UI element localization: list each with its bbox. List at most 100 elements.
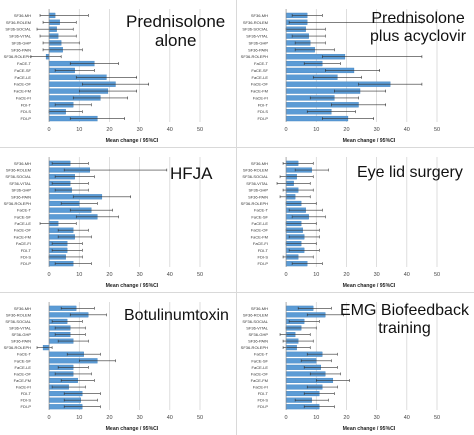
chart-panel-4: 0 10 20 30 40 50 Mean change / 95%CI SF36-MH SF3… [237,148,474,292]
x-axis-label: Mean change / 95%CI [106,283,159,289]
chart-title: Eye lid surgery [357,164,463,182]
y-category-label: SF36-VITAL [246,325,268,330]
y-category-label: SF36-GHP [248,332,268,337]
y-category-label: SF36-MH [251,306,268,311]
chart-title: Prednisolone plus acyclovir [370,10,466,46]
x-tick-label: 20 [343,127,349,133]
x-tick-label: 20 [106,272,112,278]
y-category-label: FaCE-OF [251,82,269,87]
x-tick-label: 50 [434,415,440,421]
y-category-label: FaCE-FI [16,241,31,246]
x-tick-label: 20 [343,415,349,421]
x-tick-label: 30 [137,415,143,421]
y-category-label: FaCE-FI [253,241,268,246]
chart-title-line: HFJA [170,164,213,183]
y-category-label: FDI-P [21,404,32,409]
y-category-label: SF36-MH [14,13,31,18]
y-category-label: FaCE-OF [14,371,32,376]
y-category-label: SF36-GHP [248,40,268,45]
y-category-label: FaCE-FI [253,385,268,390]
x-tick-label: 40 [167,127,173,133]
x-tick-label: 50 [197,415,203,421]
y-category-label: SF36-GHP [248,188,268,193]
y-category-label: FDI-T [21,102,32,107]
y-category-label: SF36-MH [14,306,31,311]
x-tick-label: 20 [106,415,112,421]
y-category-label: SF36-ROLEM [243,20,268,25]
y-category-label: FDI-T [258,248,269,253]
y-category-label: SF36-VITAL [9,325,31,330]
y-category-label: SF36-GHP [11,40,31,45]
y-category-label: FDI-S [21,398,32,403]
x-tick-label: 40 [404,272,410,278]
y-category-label: SF36-ROLEPH [4,345,31,350]
y-category-label: FaCE-LE [15,75,32,80]
y-category-label: FaCE-T [254,61,269,66]
chart-title-line: plus acyclovir [370,27,467,45]
y-category-label: SF36-ROLEPH [241,345,268,350]
x-tick-label: 10 [313,272,319,278]
chart-panel-5: 0 10 20 30 40 50 Mean change / 95%CI SF36-MH SF3… [0,293,236,435]
x-tick-label: 10 [76,272,82,278]
x-tick-label: 50 [434,272,440,278]
y-category-label: FaCE-LE [252,75,269,80]
y-category-label: FaCE-FI [16,385,31,390]
y-category-label: SF36-VITAL [246,34,268,39]
y-category-label: SF36-ROLEM [243,168,268,173]
y-category-label: SF36-PAIN [11,194,31,199]
y-category-label: SF36-MH [251,161,268,166]
x-tick-label: 10 [313,127,319,133]
x-tick-label: 50 [197,272,203,278]
chart-panel-1: 0 10 20 30 40 50 Mean change / 95%CI SF36-MH SF3… [0,0,236,147]
y-category-label: FaCE-T [254,352,269,357]
y-category-label: FaCE-LE [15,221,32,226]
y-category-label: SF36-PAIN [248,47,268,52]
y-category-label: SF36-SOCIAL [5,319,31,324]
y-category-label: FaCE-OF [14,82,32,87]
y-category-label: SF36-ROLEM [6,20,31,25]
y-category-label: FaCE-FM [251,234,268,239]
vertical-divider [236,0,237,435]
x-tick-label: 40 [167,415,173,421]
y-category-label: SF36-SOCIAL [242,319,268,324]
x-tick-label: 10 [76,127,82,133]
chart-title-line: Botulinumtoxin [124,307,229,324]
y-category-label: FaCE-OF [251,371,269,376]
y-category-label: FaCE-LE [252,221,269,226]
y-category-label: FDI-P [258,404,269,409]
x-tick-label: 40 [404,415,410,421]
y-category-label: SF36-ROLEM [6,168,31,173]
y-category-label: SF36-PAIN [11,47,31,52]
y-category-label: SF36-SOCIAL [242,27,268,32]
y-category-label: SF36-MH [251,13,268,18]
y-category-label: FDI-S [21,109,32,114]
x-tick-label: 0 [285,272,288,278]
y-category-label: SF36-GHP [11,188,31,193]
y-category-label: FaCE-SF [14,358,31,363]
y-category-label: FDI-T [258,102,269,107]
chart-title-line: Eye lid surgery [357,164,463,181]
x-tick-label: 40 [404,127,410,133]
y-category-label: FaCE-T [254,208,269,213]
y-category-label: SF36-SOCIAL [5,174,31,179]
chart-title-line: Prednisolone [371,10,465,27]
x-tick-label: 40 [167,272,173,278]
y-category-label: FDI-P [21,261,32,266]
y-category-label: FDI-P [258,261,269,266]
x-tick-label: 30 [137,272,143,278]
y-category-label: SF36-VITAL [9,181,31,186]
y-category-label: FaCE-FM [251,89,268,94]
x-tick-label: 50 [197,127,203,133]
y-category-label: SF36-PAIN [248,339,268,344]
y-category-label: SF36-GHP [11,332,31,337]
y-category-label: SF36-PAIN [11,339,31,344]
x-tick-label: 0 [48,272,51,278]
x-axis-label: Mean change / 95%CI [106,138,159,144]
x-tick-label: 0 [48,415,51,421]
x-tick-label: 20 [106,127,112,133]
y-category-label: FaCE-FI [16,95,31,100]
